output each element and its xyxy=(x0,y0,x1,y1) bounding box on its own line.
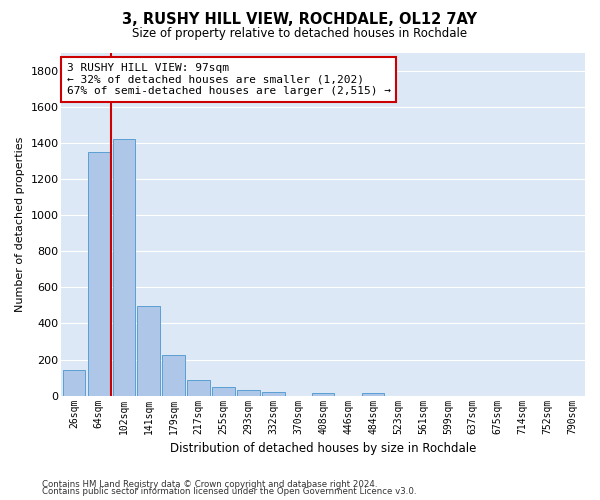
X-axis label: Distribution of detached houses by size in Rochdale: Distribution of detached houses by size … xyxy=(170,442,476,455)
Bar xyxy=(137,306,160,396)
Bar xyxy=(63,370,85,396)
Text: Size of property relative to detached houses in Rochdale: Size of property relative to detached ho… xyxy=(133,28,467,40)
Bar xyxy=(237,390,260,396)
Bar xyxy=(187,380,210,396)
Bar xyxy=(163,355,185,396)
Bar xyxy=(212,386,235,396)
Bar xyxy=(262,392,284,396)
Bar xyxy=(113,139,135,396)
Text: 3 RUSHY HILL VIEW: 97sqm
← 32% of detached houses are smaller (1,202)
67% of sem: 3 RUSHY HILL VIEW: 97sqm ← 32% of detach… xyxy=(67,63,391,96)
Bar xyxy=(312,393,334,396)
Text: Contains HM Land Registry data © Crown copyright and database right 2024.: Contains HM Land Registry data © Crown c… xyxy=(42,480,377,489)
Text: Contains public sector information licensed under the Open Government Licence v3: Contains public sector information licen… xyxy=(42,487,416,496)
Text: 3, RUSHY HILL VIEW, ROCHDALE, OL12 7AY: 3, RUSHY HILL VIEW, ROCHDALE, OL12 7AY xyxy=(122,12,478,28)
Bar xyxy=(88,152,110,396)
Bar xyxy=(362,393,385,396)
Y-axis label: Number of detached properties: Number of detached properties xyxy=(15,136,25,312)
